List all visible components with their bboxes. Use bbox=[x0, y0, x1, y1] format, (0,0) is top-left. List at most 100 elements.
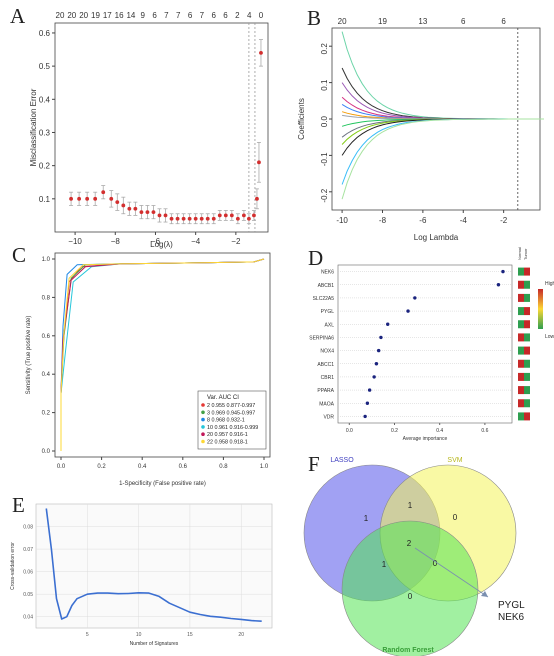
plot-frame bbox=[54, 22, 269, 233]
x-tick-label: -4 bbox=[460, 216, 468, 225]
x-tick-label: 0.2 bbox=[391, 428, 398, 434]
importance-point bbox=[363, 414, 367, 419]
heat-cell-tumor bbox=[524, 359, 530, 368]
data-point bbox=[252, 213, 256, 218]
heat-cell-tumor bbox=[524, 372, 530, 381]
x-tick-label: 0.2 bbox=[97, 464, 106, 470]
heat-cell-normal bbox=[518, 412, 524, 421]
panel-label-c: C bbox=[12, 243, 27, 267]
region-count-rf_only: 0 bbox=[408, 592, 413, 601]
top-tick-label: 6 bbox=[223, 11, 228, 20]
importance-point bbox=[376, 348, 381, 353]
data-point bbox=[121, 203, 126, 208]
region-count-svm_rf: 0 bbox=[433, 559, 438, 568]
importance-point bbox=[365, 401, 370, 405]
panel-a-lasso-cv-plot: 20 20 20 19 17 16 14 9 6 7 7 6 7 6 6 2 4 0−10 −8 −6 −4 −20.10… bbox=[29, 11, 269, 249]
x-tick-label: 0.8 bbox=[219, 464, 228, 470]
category-label: SERPINA6 bbox=[309, 335, 334, 341]
heat-cell-normal bbox=[518, 359, 524, 368]
importance-point bbox=[372, 375, 376, 379]
y-tick-label: 0.08 bbox=[23, 525, 33, 531]
y-tick-label: 0.4 bbox=[39, 95, 51, 104]
coefficient-path bbox=[341, 118, 544, 200]
x-tick-label: -2 bbox=[500, 216, 508, 225]
top-tick-label: 2 bbox=[235, 11, 240, 20]
color-scale-bar bbox=[538, 289, 543, 329]
legend-label: 8 0.968 0.932-1 bbox=[207, 418, 245, 424]
set-label-svm: SVM bbox=[447, 457, 462, 464]
y-tick-label: 0.2 bbox=[320, 43, 329, 55]
legend-marker bbox=[201, 417, 205, 422]
data-point bbox=[193, 216, 198, 221]
y-axis-label: Misclassification Error bbox=[29, 88, 38, 166]
top-tick-label: 7 bbox=[164, 11, 169, 20]
category-label: SLC22A5 bbox=[313, 296, 335, 302]
heat-cell-normal bbox=[518, 386, 524, 395]
data-point bbox=[139, 210, 144, 214]
heat-cell-tumor bbox=[524, 346, 530, 355]
category-label: PYGL bbox=[321, 309, 335, 315]
x-tick-label: −10 bbox=[68, 237, 82, 246]
data-point bbox=[93, 196, 98, 201]
heat-cell-normal bbox=[518, 280, 524, 289]
top-tick-label: 20 bbox=[338, 17, 347, 26]
heat-cell-normal bbox=[518, 333, 524, 342]
top-tick-label: 16 bbox=[115, 11, 124, 20]
top-tick-label: 4 bbox=[247, 11, 252, 20]
callout-arrowhead bbox=[481, 591, 488, 597]
data-point bbox=[109, 196, 114, 201]
region-count-all_three: 2 bbox=[407, 539, 412, 548]
legend-marker bbox=[201, 410, 205, 415]
legend-label: 20 0.957 0.916-1 bbox=[207, 432, 248, 438]
heat-header: Tumor bbox=[523, 248, 528, 260]
y-tick-label: 0.05 bbox=[23, 592, 33, 598]
legend-marker bbox=[201, 439, 205, 444]
data-point bbox=[175, 216, 180, 221]
legend-label: 3 0.969 0.945-0.997 bbox=[207, 410, 255, 416]
data-point bbox=[181, 216, 186, 221]
heat-header: Normal bbox=[517, 247, 522, 260]
x-tick-label: 0.6 bbox=[481, 428, 488, 434]
top-tick-label: 19 bbox=[91, 11, 100, 20]
data-point bbox=[101, 190, 106, 195]
x-tick-label: -6 bbox=[419, 216, 427, 225]
x-tick-label: 0.4 bbox=[138, 464, 147, 470]
importance-point bbox=[379, 335, 383, 340]
heat-cell-normal bbox=[518, 267, 524, 276]
importance-point bbox=[386, 322, 390, 326]
x-tick-label: −8 bbox=[111, 237, 121, 246]
data-point bbox=[127, 206, 132, 211]
x-tick-label: 20 bbox=[238, 632, 244, 638]
x-axis-label: Log(λ) bbox=[150, 240, 173, 249]
callout-line bbox=[414, 547, 489, 598]
category-label: CBR1 bbox=[321, 375, 335, 381]
panel-label-f: F bbox=[308, 452, 320, 476]
category-label: ABCC1 bbox=[317, 362, 334, 368]
heat-cell-tumor bbox=[524, 267, 530, 276]
set-label-rf: Random Forest bbox=[382, 647, 434, 654]
heat-cell-normal bbox=[518, 320, 524, 329]
data-point bbox=[217, 213, 222, 218]
importance-point bbox=[413, 296, 417, 300]
y-axis-label: Sensitivity (True positive rate) bbox=[26, 316, 32, 395]
top-tick-label: 9 bbox=[141, 11, 146, 20]
data-point bbox=[151, 210, 156, 214]
data-point bbox=[205, 216, 210, 221]
top-tick-label: 13 bbox=[418, 17, 427, 26]
y-axis-label: Cross-validation error bbox=[10, 542, 16, 590]
y-tick-label: 0.0 bbox=[320, 115, 329, 127]
x-tick-label: −2 bbox=[231, 237, 241, 246]
coefficient-path bbox=[341, 67, 544, 120]
heat-cell-normal bbox=[518, 346, 524, 355]
plot-frame bbox=[337, 264, 513, 424]
callout-label: NEK6 bbox=[498, 612, 525, 623]
importance-point bbox=[374, 362, 379, 366]
legend-label: 22 0.958 0.918-1 bbox=[207, 440, 248, 446]
panel-b-coefficient-path-plot: 20 19 13 6 6 -10 -8 -6 -4 -2 -0.2 -0.1 0.0 0.1 0.2 Log … bbox=[297, 17, 544, 242]
data-point bbox=[229, 213, 234, 218]
data-point bbox=[223, 213, 228, 218]
y-tick-label: 0.4 bbox=[42, 372, 51, 378]
y-tick-label: 0.06 bbox=[23, 570, 33, 576]
top-tick-label: 19 bbox=[378, 17, 387, 26]
